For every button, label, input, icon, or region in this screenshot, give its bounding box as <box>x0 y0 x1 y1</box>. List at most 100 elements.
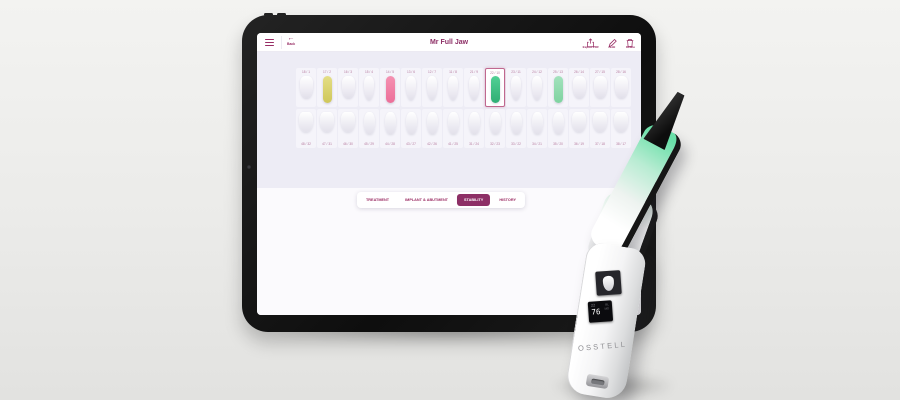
tooth-graphic <box>531 112 543 134</box>
tooth-label: 21 / 9 <box>470 70 478 74</box>
tooth-cell[interactable]: 36 / 19 <box>569 109 589 148</box>
tooth-label: 13 / 6 <box>407 70 415 74</box>
tooth-graphic <box>322 76 332 103</box>
tooth-label: 31 / 24 <box>469 142 479 146</box>
tooth-cell[interactable]: 12 / 7 <box>422 68 442 107</box>
tooth-cell[interactable]: 13 / 6 <box>401 68 421 107</box>
tooth-cell[interactable]: 17 / 2 <box>317 68 337 107</box>
action-label: Edit <box>609 44 616 49</box>
tooth-label: 18 / 1 <box>302 70 310 74</box>
tablet-camera <box>247 165 251 169</box>
divider <box>281 36 282 49</box>
tooth-cell[interactable]: 21 / 9 <box>464 68 484 107</box>
tooth-graphic <box>511 76 521 100</box>
tooth-cell[interactable]: 34 / 21 <box>527 109 547 148</box>
tooth-cell[interactable]: 38 / 17 <box>611 109 631 148</box>
tooth-graphic <box>532 76 542 100</box>
tooth-cell[interactable]: 15 / 4 <box>359 68 379 107</box>
tooth-label: 45 / 29 <box>364 142 374 146</box>
osstell-brand-logo: OSSTELL <box>577 339 628 353</box>
tooth-cell[interactable]: 41 / 25 <box>443 109 463 148</box>
tooth-cell[interactable]: 11 / 8 <box>443 68 463 107</box>
page-title: Mr Full Jaw <box>429 39 469 46</box>
tooth-label: 27 / 15 <box>595 70 605 74</box>
tooth-label: 36 / 19 <box>574 142 584 146</box>
tooth-cell[interactable]: 31 / 24 <box>464 109 484 148</box>
tooth-label: 46 / 30 <box>343 142 353 146</box>
action-edit[interactable]: Edit <box>608 35 617 49</box>
tablet-screen: 18 / 1 17 / 2 16 / 3 15 / 4 14 / 5 13 / 6 12 /… <box>257 33 641 315</box>
tooth-cell[interactable]: 14 / 5 <box>380 68 400 107</box>
tooth-cell[interactable]: 43 / 27 <box>401 109 421 148</box>
tooth-graphic <box>364 76 374 100</box>
pencil-icon <box>608 35 617 48</box>
hamburger-menu-icon[interactable] <box>265 39 274 46</box>
tooth-label: 12 / 7 <box>428 70 436 74</box>
tooth-label: 44 / 28 <box>385 142 395 146</box>
tooth-label: 38 / 17 <box>616 142 626 146</box>
tooth-label: 48 / 32 <box>301 142 311 146</box>
tooth-label: 14 / 5 <box>386 70 394 74</box>
device-display-isq-value: 76 <box>591 306 601 317</box>
tooth-label: 11 / 8 <box>449 70 457 74</box>
tooth-cell[interactable]: 37 / 18 <box>590 109 610 148</box>
tooth-label: 16 / 3 <box>344 70 352 74</box>
tooth-label: 33 / 22 <box>511 142 521 146</box>
tooth-cell[interactable]: 35 / 20 <box>548 109 568 148</box>
action-delete[interactable]: Delete <box>626 35 635 49</box>
tooth-graphic <box>593 76 607 98</box>
tooth-label: 24 / 12 <box>532 70 542 74</box>
tooth-label: 17 / 2 <box>323 70 331 74</box>
trash-icon <box>626 35 635 47</box>
tooth-cell[interactable]: 23 / 11 <box>506 68 526 107</box>
device-display-md-label: MD <box>604 306 610 311</box>
action-export-pdf[interactable]: Export PDF <box>583 35 599 49</box>
tooth-cell[interactable]: 18 / 1 <box>296 68 316 107</box>
tooth-label: 26 / 14 <box>574 70 584 74</box>
tooth-graphic <box>341 76 355 98</box>
tooth-cell[interactable]: 47 / 31 <box>317 109 337 148</box>
tooth-chart-section: 18 / 1 17 / 2 16 / 3 15 / 4 14 / 5 13 / 6 12 /… <box>257 52 641 188</box>
tooth-cell[interactable]: 33 / 22 <box>506 109 526 148</box>
tooth-cell[interactable]: 32 / 23 <box>485 109 505 148</box>
back-label: Back <box>287 42 296 46</box>
tooth-cell[interactable]: 27 / 15 <box>590 68 610 107</box>
tooth-row-lower: 48 / 32 47 / 31 46 / 30 45 / 29 44 / 28 43 / … <box>296 109 631 148</box>
tab-treatment[interactable]: TREATMENT <box>365 198 390 202</box>
stability-section: Measurements 54BL: 54 MD: 54Nov 28, 2020… <box>257 188 641 315</box>
tooth-cell[interactable]: 28 / 16 <box>611 68 631 107</box>
tooth-cell[interactable]: 24 / 12 <box>527 68 547 107</box>
tooth-graphic <box>593 112 607 132</box>
top-navigation-bar: ← Back Mr Full Jaw Export PDF Edit Delete <box>257 33 641 52</box>
tooth-graphic <box>299 76 313 98</box>
tooth-graphic <box>406 76 416 100</box>
tooth-graphic <box>427 76 437 100</box>
tooth-cell[interactable]: 45 / 29 <box>359 109 379 148</box>
tooth-graphic <box>572 112 586 132</box>
tooth-label: 32 / 23 <box>490 142 500 146</box>
back-button[interactable]: ← Back <box>287 35 295 46</box>
tooth-cell[interactable]: 46 / 30 <box>338 109 358 148</box>
tooth-cell[interactable]: 16 / 3 <box>338 68 358 107</box>
tooth-label: 41 / 25 <box>448 142 458 146</box>
tooth-cell[interactable]: 44 / 28 <box>380 109 400 148</box>
tab-stability[interactable]: STABILITY <box>457 194 491 206</box>
tooth-cell[interactable]: 25 / 13 <box>548 68 568 107</box>
device-charging-connector <box>585 373 610 390</box>
tooth-graphic <box>489 112 501 134</box>
tooth-label: 22 / 10 <box>490 71 500 75</box>
tooth-graphic <box>299 112 313 132</box>
tab-bar: TREATMENT IMPLANT & ABUTMENT STABILITY HIST… <box>356 192 526 208</box>
device-isq-display: 22 76 BL MD <box>587 300 614 323</box>
tooth-graphic <box>447 112 459 134</box>
tooth-cell[interactable]: 48 / 32 <box>296 109 316 148</box>
tooth-cell[interactable]: 42 / 26 <box>422 109 442 148</box>
tablet-volume-button <box>264 13 273 16</box>
tab-implant-abutment[interactable]: IMPLANT & ABUTMENT <box>405 198 449 202</box>
tooth-graphic <box>363 112 375 134</box>
tab-history[interactable]: HISTORY <box>499 198 517 202</box>
tooth-cell[interactable]: 22 / 10 <box>485 68 505 107</box>
tooth-label: 35 / 20 <box>553 142 563 146</box>
tooth-cell[interactable]: 26 / 14 <box>569 68 589 107</box>
